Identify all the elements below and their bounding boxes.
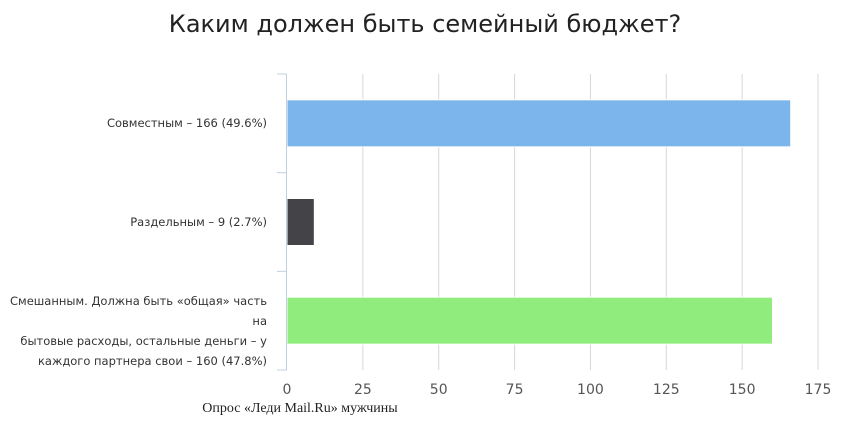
category-label-line: Раздельным – 9 (2.7%) — [130, 215, 267, 229]
x-tick-label: 125 — [653, 382, 680, 398]
x-tick-label: 175 — [805, 382, 832, 398]
x-tick-label: 150 — [729, 382, 756, 398]
x-tick-label: 50 — [430, 382, 448, 398]
category-axis — [277, 73, 287, 371]
category-label: Раздельным – 9 (2.7%) — [5, 212, 267, 232]
value-axis-ticks: 0 25 50 75 100 125 150 175 — [283, 382, 832, 398]
source-caption: Опрос «Леди Mail.Ru» мужчины — [202, 401, 398, 416]
bar — [286, 198, 315, 246]
x-tick-label: 25 — [354, 382, 372, 398]
category-label-line: Совместным – 166 (49.6%) — [106, 116, 267, 131]
x-tick-label: 100 — [577, 382, 604, 398]
category-label: Совместным – 166 (49.6%) — [5, 113, 267, 133]
category-label-line: бытовые расходы, остальные деньги – у — [20, 333, 267, 348]
bars — [286, 99, 792, 345]
category-label: Смешанным. Должна быть «общая» часть на б… — [5, 291, 267, 371]
chart-title: Каким должен быть семейный бюджет? — [168, 10, 682, 38]
x-tick-label: 0 — [283, 382, 292, 398]
bar — [286, 99, 792, 148]
bar — [286, 296, 773, 345]
x-tick-label: 75 — [506, 382, 524, 398]
category-label-line: каждого партнера свои – 160 (47.8%) — [37, 353, 267, 368]
category-label-line: Смешанным. Должна быть «общая» часть на — [9, 293, 267, 328]
